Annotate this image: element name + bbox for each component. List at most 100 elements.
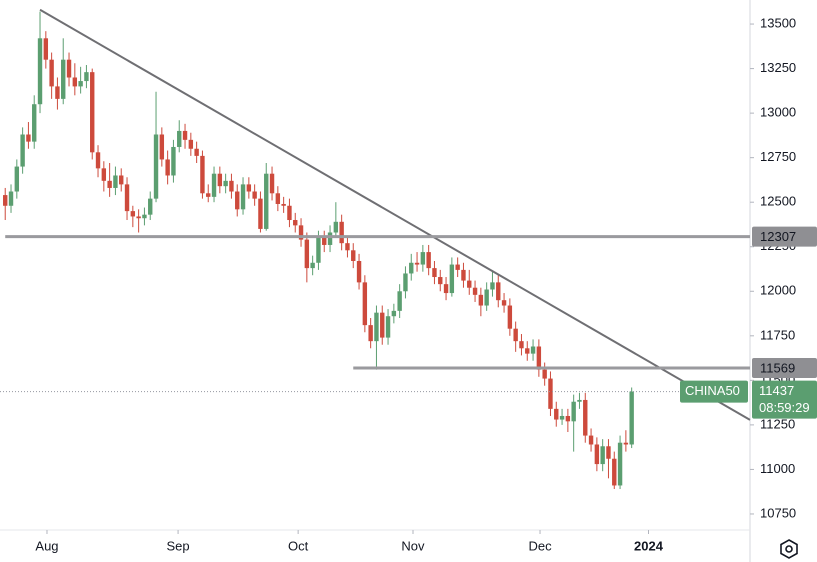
candle-body	[66, 59, 72, 78]
candle-body	[43, 38, 49, 60]
y-tick-label: 11000	[760, 461, 795, 476]
candle-body	[438, 277, 443, 285]
candle-body	[530, 346, 536, 354]
candle-body	[61, 59, 66, 99]
candle-body	[403, 273, 408, 292]
candle-body	[136, 216, 141, 219]
x-tick-label: Sep	[167, 538, 190, 553]
settings-center[interactable]	[785, 545, 793, 553]
candle-body	[559, 415, 565, 420]
candle-body	[26, 134, 31, 142]
candle-body	[223, 180, 228, 187]
candle-body	[287, 205, 292, 221]
candle-body	[501, 300, 507, 306]
candle-body	[588, 435, 594, 445]
candle-body	[95, 152, 101, 169]
candle-body	[490, 282, 495, 290]
candle-body	[281, 203, 286, 206]
candle-body	[124, 184, 130, 212]
candle-body	[467, 280, 472, 288]
candle-body	[345, 243, 350, 251]
candle-body	[310, 262, 315, 269]
candle-body	[542, 369, 547, 379]
candle-body	[409, 262, 414, 274]
y-tick-label: 13000	[760, 105, 796, 120]
candle-body	[507, 305, 513, 329]
candle-body	[600, 446, 605, 465]
candle-body	[484, 289, 489, 306]
settings-icon[interactable]	[780, 539, 798, 559]
candle-body	[235, 191, 240, 210]
candle-body	[554, 408, 559, 420]
candle-body	[327, 232, 333, 245]
candle-body	[339, 221, 344, 244]
candle-body	[211, 173, 217, 197]
candle-body	[119, 175, 124, 185]
candle-body	[571, 401, 576, 422]
candle-body	[107, 180, 112, 188]
candle-body	[612, 458, 617, 486]
settings-hexagon[interactable]	[780, 539, 798, 559]
candle-body	[519, 341, 524, 349]
symbol-tag	[680, 380, 748, 403]
candle-body	[368, 325, 373, 342]
candle-body	[362, 282, 368, 326]
candle-body	[275, 193, 281, 204]
candle-body	[606, 446, 611, 459]
candle-body	[449, 264, 455, 294]
candle-body	[443, 284, 449, 294]
candle-body	[432, 268, 437, 278]
candle-body	[8, 191, 14, 206]
y-tick-label: 13250	[760, 60, 796, 75]
candle-body	[455, 264, 460, 270]
candle-body	[153, 134, 159, 199]
candle-body	[293, 220, 298, 226]
candle-body	[426, 252, 431, 269]
candle-body	[20, 134, 25, 167]
y-tick-label: 12500	[760, 194, 796, 209]
candle-body	[333, 221, 339, 233]
candle-body	[72, 77, 78, 87]
candle-body	[420, 252, 426, 265]
candle-body	[583, 399, 588, 436]
x-tick-label: Dec	[528, 538, 552, 553]
level-tag	[752, 358, 817, 379]
candle-body	[351, 250, 356, 261]
level-tag-label: 12307	[760, 229, 796, 244]
candle-body	[177, 130, 182, 147]
y-tick-label: 12000	[760, 283, 796, 298]
candle-body	[217, 173, 223, 187]
candle-body	[374, 312, 379, 342]
price-tag	[752, 380, 817, 419]
candle-body	[391, 310, 397, 317]
candle-body	[159, 134, 165, 160]
candle-body	[206, 193, 211, 197]
candle-body	[113, 175, 118, 188]
candle-body	[148, 198, 153, 215]
candle-body	[32, 104, 37, 142]
candle-body	[385, 316, 391, 338]
candle-body	[617, 442, 623, 486]
y-tick-label: 12750	[760, 149, 796, 164]
candle-body	[513, 328, 518, 342]
candle-body	[414, 262, 420, 265]
candle-body	[304, 239, 310, 269]
candle-body	[142, 214, 147, 219]
candle-body	[194, 148, 199, 156]
level-tag	[752, 226, 817, 247]
candle-body	[78, 81, 83, 87]
candle-body	[258, 198, 263, 229]
candle-body	[200, 155, 205, 194]
candle-body	[478, 294, 484, 306]
candle-body	[316, 237, 321, 263]
candle-body	[37, 38, 43, 105]
candle-body	[525, 348, 530, 354]
candle-body	[84, 72, 89, 82]
y-tick-label: 11750	[760, 327, 795, 342]
x-tick-label: Oct	[288, 538, 309, 553]
candle-body	[594, 444, 600, 465]
price-tag-label: 11437	[759, 383, 794, 398]
symbol-label: CHINA50	[685, 383, 740, 398]
x-tick-label: 2024	[634, 538, 664, 553]
